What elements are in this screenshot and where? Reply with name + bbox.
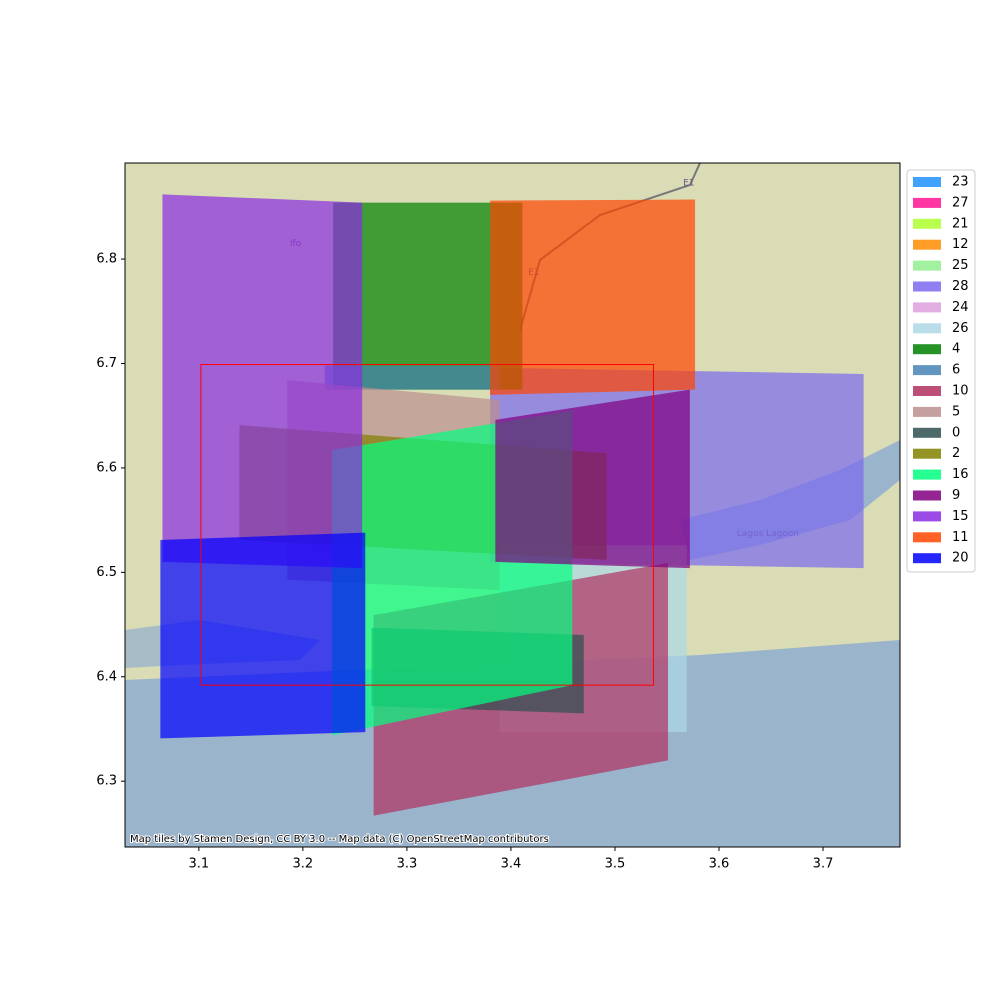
legend-swatch [913,532,941,543]
x-tick-label: 3.4 [501,857,522,872]
x-tick-label: 3.3 [397,857,418,872]
legend-label: 24 [952,300,969,315]
legend-swatch [913,302,941,313]
legend-label: 26 [952,321,969,336]
legend-label: 25 [952,258,969,273]
x-tick-label: 3.2 [293,857,314,872]
legend-swatch [913,177,941,187]
legend-swatch [913,218,941,229]
legend-label: 5 [952,404,960,419]
legend-swatch [913,344,941,355]
legend-label: 21 [952,216,969,231]
legend-label: 28 [952,279,969,294]
legend-label: 6 [952,363,960,378]
y-tick-label: 6.4 [96,669,117,684]
y-tick-label: 6.7 [96,356,117,371]
legend-swatch [913,490,941,501]
legend-swatch [913,427,941,438]
bbox [200,364,654,686]
legend-swatch [913,406,941,417]
legend-label: 23 [952,175,969,190]
region [490,199,696,395]
legend-label: 2 [952,446,960,461]
legend-label: 11 [952,530,969,545]
x-tick-label: 3.1 [189,857,210,872]
y-tick-label: 6.6 [96,460,117,475]
region [333,202,523,390]
legend-label: 12 [952,237,969,252]
region [162,194,363,569]
attribution: Map tiles by Stamen Design, CC BY 3.0 --… [130,834,549,845]
legend-swatch [913,260,941,271]
map-label: E1 [683,178,694,188]
legend-label: 10 [952,384,969,399]
y-tick-label: 6.8 [96,252,117,267]
legend-label: 9 [952,488,960,503]
polygons: IfoLagos LagoonE1E1 [160,178,864,816]
legend-label: 0 [952,425,960,440]
region [495,389,690,569]
region [324,365,500,390]
legend-swatch [913,511,941,522]
y-tick-label: 6.5 [96,565,117,580]
legend-swatch [913,553,941,564]
legend-swatch [913,448,941,459]
legend-swatch [913,469,941,480]
legend-swatch [913,239,941,250]
region [160,532,366,739]
legend-label: 16 [952,467,969,482]
legend-swatch [913,323,941,334]
x-tick-label: 3.5 [605,857,626,872]
legend-swatch [913,281,941,292]
axes-frame [124,162,901,848]
x-tick-label: 3.6 [709,857,730,872]
legend-swatch [913,365,941,376]
legend-label: 20 [952,551,969,566]
x-tick-label: 3.7 [813,857,834,872]
legend-label: 4 [952,342,960,357]
legend-label: 15 [952,509,969,524]
y-tick-label: 6.3 [96,774,117,789]
legend-swatch [913,386,941,396]
legend-swatch [913,197,941,208]
legend-label: 27 [952,195,969,210]
